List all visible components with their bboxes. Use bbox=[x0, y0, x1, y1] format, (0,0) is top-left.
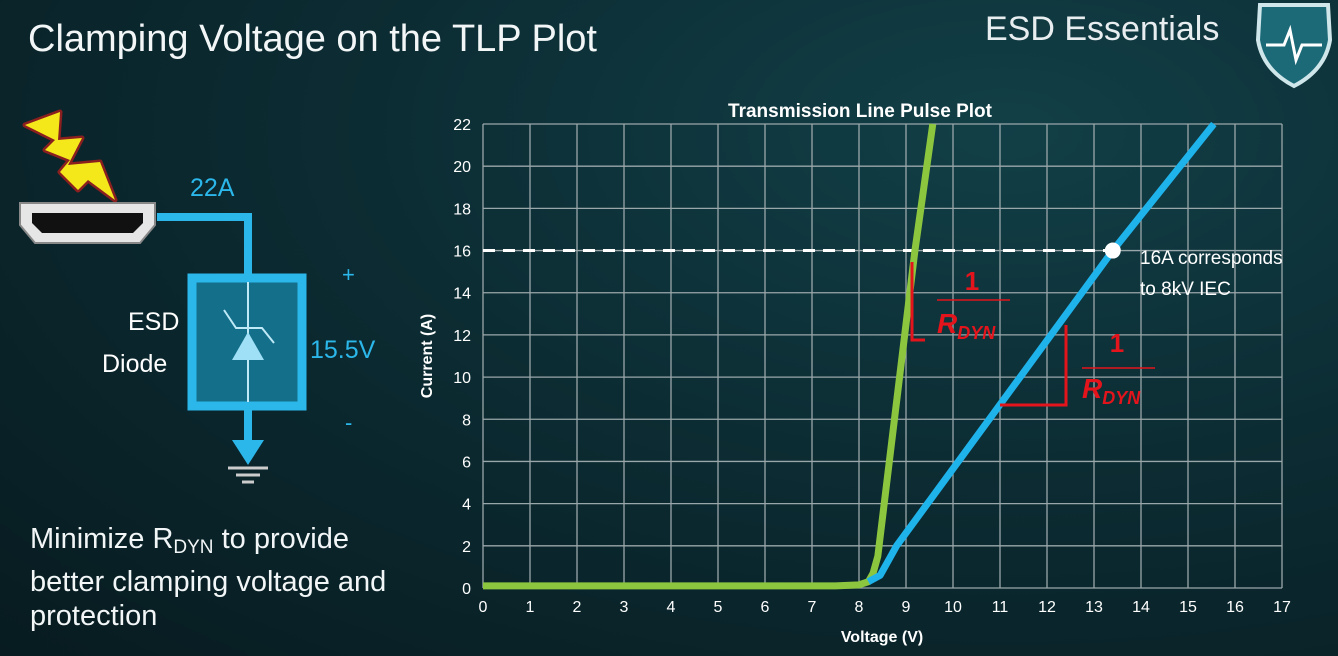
x-tick-label: 17 bbox=[1273, 599, 1291, 616]
circuit-diagram bbox=[19, 109, 307, 484]
y-tick-label: 12 bbox=[453, 328, 471, 345]
slope-triangle-blue bbox=[1000, 325, 1068, 407]
y-tick-label: 18 bbox=[453, 201, 471, 218]
slope-numerator: 1 bbox=[1110, 328, 1124, 358]
x-tick-label: 11 bbox=[992, 599, 1009, 616]
device-label-diode: Diode bbox=[102, 350, 168, 378]
x-tick-label: 3 bbox=[620, 599, 629, 616]
annotation-line-2: to 8kV IEC bbox=[1140, 279, 1231, 300]
x-tick-label: 5 bbox=[714, 599, 723, 616]
y-tick-label: 2 bbox=[462, 539, 471, 556]
marker-point bbox=[1104, 242, 1121, 259]
x-axis-label: Voltage (V) bbox=[841, 629, 923, 646]
y-tick-label: 4 bbox=[462, 497, 471, 514]
text-sub: DYN bbox=[173, 537, 214, 558]
y-tick-label: 22 bbox=[453, 117, 471, 134]
series-line-blue bbox=[866, 121, 1217, 585]
x-tick-label: 12 bbox=[1038, 599, 1056, 616]
bottom-text: Minimize RDYN to provide better clamping… bbox=[30, 522, 420, 633]
hdmi-connector-icon bbox=[19, 202, 156, 244]
current-label: 22A bbox=[190, 174, 235, 202]
slope-denominator: RDYN bbox=[1082, 373, 1141, 408]
x-tick-label: 7 bbox=[808, 599, 817, 616]
slope-annotations bbox=[910, 262, 1155, 407]
text-post: to provide better clamping voltage and p… bbox=[30, 523, 387, 632]
x-tick-label: 14 bbox=[1132, 599, 1150, 616]
slope-labels: 1 RDYN 1 RDYN bbox=[937, 266, 1141, 408]
y-tick-label: 16 bbox=[453, 244, 471, 261]
x-tick-label: 4 bbox=[667, 599, 676, 616]
x-tick-label: 1 bbox=[526, 599, 535, 616]
x-tick-label: 10 bbox=[944, 599, 962, 616]
y-tick-label: 14 bbox=[453, 286, 471, 303]
x-tick-label: 2 bbox=[573, 599, 582, 616]
annotation-line-1: 16A corresponds bbox=[1140, 248, 1283, 269]
plus-sign: + bbox=[342, 262, 355, 287]
y-tick-label: 10 bbox=[453, 370, 471, 387]
chart-title: Transmission Line Pulse Plot bbox=[728, 101, 993, 122]
x-tick-label: 15 bbox=[1179, 599, 1197, 616]
slope-denominator: RDYN bbox=[937, 308, 996, 343]
ground-icon bbox=[228, 466, 268, 484]
x-tick-label: 0 bbox=[479, 599, 488, 616]
series-line-green bbox=[483, 123, 937, 590]
x-tick-label: 16 bbox=[1226, 599, 1244, 616]
brand-name: ESD Essentials bbox=[985, 10, 1220, 48]
slide-title: Clamping Voltage on the TLP Plot bbox=[28, 18, 597, 60]
y-tick-label: 8 bbox=[462, 412, 471, 429]
text-pre: Minimize R bbox=[30, 523, 174, 555]
shield-heartbeat-icon bbox=[1255, 3, 1333, 89]
y-tick-label: 20 bbox=[453, 159, 471, 176]
slope-triangle-green bbox=[910, 262, 925, 342]
minus-sign: - bbox=[345, 410, 353, 435]
voltage-label: 15.5V bbox=[310, 336, 376, 364]
device-label-esd: ESD bbox=[128, 308, 180, 336]
tvs-diode-icon bbox=[187, 273, 307, 411]
slope-numerator: 1 bbox=[965, 266, 979, 296]
y-axis-label: Current (A) bbox=[419, 314, 436, 398]
x-tick-label: 6 bbox=[761, 599, 770, 616]
y-tick-label: 6 bbox=[462, 454, 471, 471]
lightning-icon bbox=[22, 109, 118, 203]
x-tick-label: 9 bbox=[902, 599, 911, 616]
y-tick-label: 0 bbox=[462, 581, 471, 598]
x-tick-label: 13 bbox=[1085, 599, 1103, 616]
x-tick-label: 8 bbox=[855, 599, 864, 616]
